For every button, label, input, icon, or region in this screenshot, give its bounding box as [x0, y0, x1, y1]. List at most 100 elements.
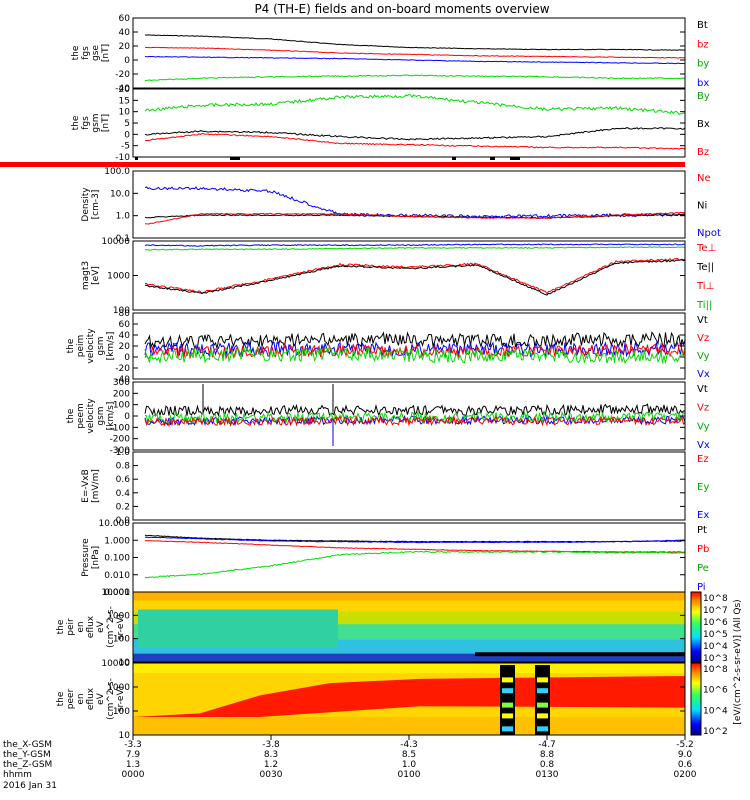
- series-line-2: [144, 211, 686, 225]
- spectrogram-band: [133, 653, 685, 662]
- y-axis-label: en: [76, 621, 86, 632]
- series-line-0: [144, 403, 686, 418]
- series-line-3: [144, 346, 686, 365]
- y-axis-label: en: [76, 693, 86, 704]
- legend-entry: bx: [697, 78, 709, 89]
- x-axis-row-label: hhmm: [3, 770, 32, 780]
- y-axis-label: Pressure: [81, 538, 91, 577]
- y-axis-label: [nPa]: [91, 546, 101, 569]
- spectrogram-segment: [537, 677, 548, 683]
- y-axis-label: [km/s]: [106, 332, 116, 361]
- y-axis-label: velocity: [86, 328, 96, 364]
- panel-frame: [132, 17, 686, 89]
- spectrogram-segment: [502, 688, 513, 694]
- colorbar-tick-label: 10^5: [703, 630, 728, 640]
- colorbar-tick-label: 10^4: [703, 706, 728, 716]
- series-line-3: [144, 259, 686, 296]
- x-axis-value: -4.3: [400, 740, 418, 750]
- y-axis-label: [eV]: [91, 266, 101, 285]
- x-axis-value: 0100: [398, 770, 421, 780]
- date-label: 2016 Jan 31: [3, 781, 57, 791]
- y-axis-label: [nT]: [101, 114, 111, 132]
- flag-mark: [490, 157, 495, 160]
- y-axis-label: the: [56, 691, 66, 706]
- legend-entry: Vz: [697, 333, 709, 344]
- colorbar-tick-label: 10^3: [703, 654, 728, 664]
- series-line-0: [144, 243, 686, 247]
- y-tick-label: 10000: [101, 659, 130, 669]
- spectrogram-band: [133, 592, 685, 601]
- colorbar-tick-label: 10^8: [703, 594, 728, 604]
- series-line-2: [144, 343, 686, 360]
- spectrogram-peer_eflux: [133, 663, 685, 735]
- panel-frame: [132, 170, 686, 239]
- y-tick-label: 0: [124, 56, 130, 66]
- panel-frame: [132, 591, 686, 663]
- legend-entry: Ne: [697, 173, 711, 184]
- y-tick-label: 0.001: [104, 588, 130, 598]
- x-axis-value: -3.3: [124, 740, 142, 750]
- x-axis-value: 1.2: [264, 760, 278, 770]
- y-tick-label: 20: [119, 42, 131, 52]
- spectrogram-peir_eflux: [133, 592, 685, 662]
- y-tick-label: 60: [119, 14, 131, 24]
- y-axis-label: gsm: [96, 336, 106, 355]
- x-axis-value: 0030: [260, 770, 283, 780]
- legend-entry: Pi: [697, 582, 706, 593]
- y-tick-label: 10000: [101, 237, 130, 247]
- x-axis-value: 0130: [536, 770, 559, 780]
- spectrogram-segment: [537, 713, 548, 719]
- y-tick-label: -20: [115, 364, 130, 374]
- y-tick-label: 100.0: [104, 167, 130, 177]
- y-tick-label: 0.1: [116, 234, 130, 244]
- y-axis-label: fgs: [81, 116, 91, 130]
- legend-entry: Pe: [697, 563, 709, 574]
- y-tick-label: 15: [119, 96, 130, 106]
- legend-entry: Te||: [696, 262, 714, 273]
- y-axis-label: fgs: [81, 46, 91, 60]
- y-axis-label: (cm^2-s-: [106, 606, 116, 648]
- y-axis-label: sr-eV): [116, 614, 126, 640]
- legend-entry: Ez: [697, 454, 709, 465]
- y-tick-label: 1.0: [116, 448, 131, 458]
- legend-entry: Pb: [697, 544, 709, 555]
- y-tick-label: 100: [113, 306, 130, 316]
- series-line-0: [144, 331, 686, 350]
- y-axis-label: gse: [91, 45, 101, 61]
- legend-entry: Vy: [697, 421, 710, 432]
- series-line-1: [144, 46, 686, 59]
- colorbar-scale: [690, 662, 702, 736]
- y-tick-label: 300: [113, 378, 130, 388]
- x-axis-value: -4.7: [538, 740, 556, 750]
- x-axis-value: 9.0: [678, 750, 693, 760]
- y-tick-label: 1.000: [104, 536, 130, 546]
- y-tick-label: 0: [124, 412, 130, 422]
- y-tick-label: 10.000: [99, 519, 131, 529]
- series-line-0: [144, 93, 686, 116]
- panel-temp: 10000 1000 100 magt3 [eV] Te⊥ Te|| Ti⊥ Ti||: [81, 237, 716, 316]
- y-tick-label: 10000: [101, 588, 130, 598]
- series-line-1: [144, 213, 686, 219]
- x-axis-value: 0000: [122, 770, 145, 780]
- series-line-3: [144, 415, 686, 428]
- panel-fgs_gse: 60 40 20 0 -20 -40 the fgs gse [nT] Bt bz by bx: [71, 14, 709, 94]
- y-tick-label: 1.0: [116, 212, 131, 222]
- y-tick-label: -5: [121, 142, 130, 152]
- panel-peir_eflux: 10000 1000 100 10 the peir en eflux eV (cm^2-s-sr…: [56, 588, 686, 668]
- y-tick-label: 40: [119, 331, 131, 341]
- y-tick-label: 80: [119, 309, 131, 319]
- y-axis-label: velocity: [86, 398, 96, 434]
- y-tick-label: 0.4: [116, 489, 131, 499]
- colorbar-scale: [690, 591, 702, 663]
- x-axis-value: -5.2: [676, 740, 694, 750]
- legend-entry: Vt: [697, 384, 708, 395]
- legend-entry: Ni: [697, 201, 707, 212]
- y-axis-label: eflux: [86, 615, 96, 638]
- x-axis-row-label: the_Z-GSM: [3, 760, 52, 770]
- x-axis-value: 7.9: [126, 750, 141, 760]
- x-axis-value: -3.8: [262, 740, 280, 750]
- flag-bar: [133, 162, 685, 167]
- panel-density: 100.0 10.0 1.0 0.1 Density [cm-3] Ne Ni Npot: [81, 167, 721, 244]
- panel-frame: [132, 451, 686, 521]
